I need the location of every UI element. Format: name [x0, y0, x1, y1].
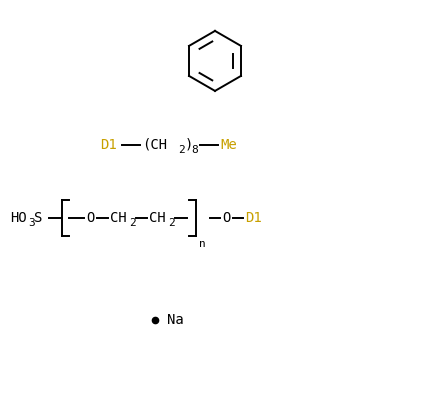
Text: 8: 8	[190, 145, 197, 154]
Text: 2: 2	[129, 218, 135, 228]
Text: 2: 2	[178, 145, 184, 154]
Text: 2: 2	[168, 218, 174, 228]
Text: n: n	[199, 239, 205, 249]
Text: 3: 3	[28, 218, 35, 228]
Text: ): )	[184, 138, 193, 152]
Text: CH: CH	[110, 211, 126, 225]
Text: O: O	[221, 211, 230, 225]
Text: CH: CH	[149, 211, 166, 225]
Text: O: O	[86, 211, 94, 225]
Text: D1: D1	[244, 211, 261, 225]
Text: HO: HO	[10, 211, 27, 225]
Text: Me: Me	[219, 138, 236, 152]
Text: Na: Na	[166, 313, 183, 327]
Text: D1: D1	[100, 138, 117, 152]
Text: (CH: (CH	[141, 138, 167, 152]
Text: S: S	[34, 211, 42, 225]
